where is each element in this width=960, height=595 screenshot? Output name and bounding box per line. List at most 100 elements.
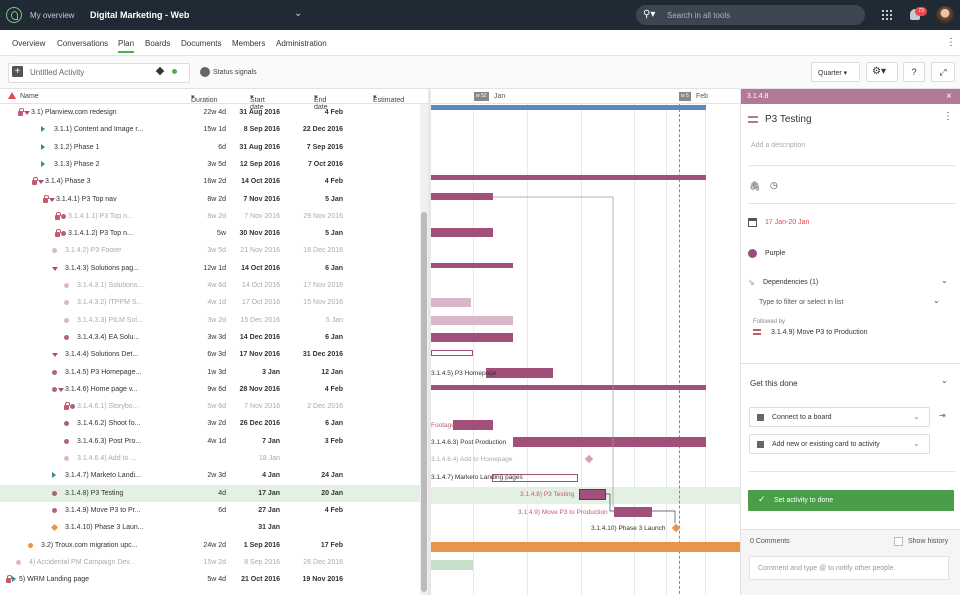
table-row[interactable]: 3.1.4.3.2) ITPPM S... 4w 1d 17 Oct 2016 15 …: [0, 294, 420, 311]
row-name[interactable]: 4) Accidental PM Campaign Dev...: [29, 558, 136, 566]
table-row[interactable]: 3.1.4.7) Marketo Landi... 2w 3d 4 Jan 24 Ja…: [0, 467, 420, 484]
table-row[interactable]: 4) Accidental PM Campaign Dev... 15w 2d 8 …: [0, 554, 420, 571]
table-row[interactable]: 3.2) Troux.com migration upc... 24w 2d 1 S…: [0, 537, 420, 554]
add-card-select[interactable]: Add new or existing card to activity ⌄: [749, 434, 930, 454]
gantt-bar[interactable]: [431, 333, 513, 342]
row-name[interactable]: 3.1.4.9) Move P3 to Pr...: [65, 506, 141, 514]
row-name[interactable]: 3.1) Planview.com redesign: [31, 109, 117, 116]
color-swatch[interactable]: [748, 249, 757, 258]
table-row[interactable]: 3.1.4.5) P3 Homepage... 1w 3d 3 Jan 12 Jan: [0, 364, 420, 381]
gantt-bar[interactable]: [513, 437, 706, 447]
table-row[interactable]: 3.1.4.6.1) Storybo... 5w 6d 7 Nov 2016 2 De…: [0, 398, 420, 415]
row-name[interactable]: 3.1.4.3.1) Solutions...: [77, 282, 144, 289]
collapse-icon[interactable]: [52, 353, 58, 358]
row-name[interactable]: 3.1.4.2) P3 Footer: [65, 247, 122, 255]
get-done-header[interactable]: Get this done: [750, 379, 798, 388]
table-row[interactable]: 3.1.1) Content and Image r... 15w 1d 8 Sep…: [0, 121, 420, 138]
row-name[interactable]: 3.1.1) Content and Image r...: [54, 126, 144, 134]
table-row[interactable]: 3.1) Planview.com redesign 22w 4d 31 Aug 2…: [0, 104, 420, 121]
table-row[interactable]: 3.1.4.10) Phase 3 Laun... 31 Jan: [0, 519, 420, 536]
tab-conversations[interactable]: Conversations: [57, 39, 109, 48]
project-title[interactable]: Digital Marketing - Web: [90, 10, 190, 20]
expand-icon[interactable]: [41, 126, 45, 133]
row-name[interactable]: 3.1.3) Phase 2: [54, 160, 100, 168]
gantt-bar[interactable]: [492, 474, 578, 482]
gantt-bar[interactable]: [431, 228, 493, 237]
gantt-bar[interactable]: [453, 420, 493, 430]
add-activity-button[interactable]: +: [12, 66, 23, 77]
table-row[interactable]: 3.1.4.1.2) P3 Top n... 5w 30 Nov 2016 5 Jan: [0, 225, 420, 242]
chevron-down-icon[interactable]: ⌄: [294, 8, 303, 19]
list-scrollbar[interactable]: [420, 104, 428, 595]
gantt-bar[interactable]: [614, 507, 652, 517]
activity-input[interactable]: [8, 63, 190, 83]
gantt-bar[interactable]: [431, 350, 473, 356]
description-field[interactable]: Add a description: [751, 142, 806, 149]
row-name[interactable]: 3.1.4.3) Solutions pag...: [65, 264, 139, 272]
tab-members[interactable]: Members: [232, 39, 266, 48]
dependency-filter-input[interactable]: Type to filter or select in list: [759, 299, 844, 306]
table-row[interactable]: 3.1.4.3) Solutions pag... 12w 1d 14 Oct 20…: [0, 260, 420, 277]
table-row[interactable]: 3.1.4.2) P3 Footer 3w 5d 21 Nov 2016 16 Dec…: [0, 242, 420, 259]
expand-icon[interactable]: [12, 576, 16, 583]
gantt-bar[interactable]: [486, 368, 553, 378]
avatar[interactable]: [936, 6, 954, 24]
col-estimated[interactable]: Estimated ▾: [373, 94, 405, 104]
collapse-icon[interactable]: [58, 387, 64, 392]
set-done-button[interactable]: ✓ Set activity to done: [748, 490, 954, 511]
table-row[interactable]: 3.1.4.1.1) P3 Top n... 8w 2d 7 Nov 2016 29 …: [0, 208, 420, 225]
row-name[interactable]: 3.1.4) Phase 3: [45, 178, 91, 186]
expand-icon[interactable]: [41, 160, 45, 167]
chevron-down-icon[interactable]: ⌄: [941, 376, 948, 385]
row-name[interactable]: 3.1.4.6) Home page v...: [65, 385, 138, 393]
tab-overview[interactable]: Overview: [12, 39, 46, 48]
collapse-icon[interactable]: [24, 111, 30, 115]
row-name[interactable]: 3.1.2) Phase 1: [54, 143, 100, 151]
table-row[interactable]: 3.1.4.4) Solutions Det... 6w 3d 17 Nov 201…: [0, 346, 420, 363]
row-name[interactable]: 3.1.4.5) P3 Homepage...: [65, 368, 142, 376]
table-row[interactable]: 3.1.4.6.3) Post Pro... 4w 1d 7 Jan 3 Feb: [0, 433, 420, 450]
zoom-select[interactable]: Quarter ▾: [811, 62, 860, 82]
gantt-bar[interactable]: [431, 105, 706, 110]
table-row[interactable]: 3.1.4.9) Move P3 to Pr... 6d 27 Jan 4 Feb: [0, 502, 420, 519]
tab-boards[interactable]: Boards: [145, 39, 171, 48]
gantt-bar[interactable]: [431, 385, 706, 390]
row-name[interactable]: 3.1.4.1.2) P3 Top n...: [68, 230, 133, 238]
table-row[interactable]: 3.1.4.3.4) EA Solu... 3w 3d 14 Dec 2016 6 J…: [0, 329, 420, 346]
row-name[interactable]: 3.1.4.3.4) EA Solu...: [77, 333, 140, 341]
follower-link[interactable]: 3.1.4.9) Move P3 to Production: [771, 329, 868, 336]
table-row[interactable]: 3.1.4.8) P3 Testing 4d 17 Jan 20 Jan: [0, 484, 420, 502]
status-signals-toggle[interactable]: [200, 67, 210, 77]
collapse-icon[interactable]: [38, 180, 44, 185]
row-name[interactable]: 5) WRM Landing page: [19, 576, 90, 584]
expand-button[interactable]: ⤢: [931, 62, 955, 82]
expand-icon[interactable]: [41, 143, 45, 150]
row-name[interactable]: 3.1.4.7) Marketo Landi...: [65, 472, 141, 480]
gantt-bar[interactable]: [431, 560, 473, 570]
table-row[interactable]: 3.1.2) Phase 1 6d 31 Aug 2016 7 Sep 2016: [0, 139, 420, 156]
activity-title[interactable]: P3 Testing: [765, 114, 812, 125]
col-name[interactable]: Name: [20, 93, 39, 100]
table-row[interactable]: 3.1.4.3.1) Solutions... 4w 6d 14 Oct 2016 1…: [0, 277, 420, 294]
apps-grid-icon[interactable]: [882, 10, 892, 20]
app-logo[interactable]: [6, 7, 22, 23]
table-row[interactable]: 3.1.4.1) P3 Top nav 8w 2d 7 Nov 2016 5 Jan: [0, 191, 420, 208]
row-name[interactable]: 3.1.4.6.3) Post Pro...: [77, 437, 142, 445]
chevron-down-icon[interactable]: ⌄: [933, 296, 940, 305]
attachment-icon[interactable]: 🖇: [749, 181, 761, 191]
external-link-icon[interactable]: ⇥: [939, 411, 946, 420]
col-start[interactable]: Start date ▾: [250, 94, 265, 111]
more-icon[interactable]: ⋮: [943, 111, 953, 122]
row-name[interactable]: 3.2) Troux.com migration upc...: [41, 541, 138, 549]
table-row[interactable]: 3.1.3) Phase 2 3w 5d 12 Sep 2016 7 Oct 2016: [0, 156, 420, 173]
row-name[interactable]: 3.1.4.8) P3 Testing: [65, 489, 124, 497]
connect-board-select[interactable]: Connect to a board ⌄: [749, 407, 930, 427]
row-name[interactable]: 3.1.4.3.3) PILM Sol...: [77, 316, 143, 324]
help-button[interactable]: ?: [903, 62, 925, 82]
chevron-down-icon[interactable]: ⌄: [941, 276, 948, 285]
collapse-icon[interactable]: [52, 266, 58, 271]
row-name[interactable]: 3.1.4.6.1) Storybo...: [77, 403, 139, 411]
gantt-bar-selected[interactable]: [579, 489, 606, 500]
settings-button[interactable]: ⚙▾: [866, 62, 898, 82]
table-row[interactable]: 3.1.4.3.3) PILM Sol... 3w 2d 15 Dec 2016 5 …: [0, 312, 420, 329]
